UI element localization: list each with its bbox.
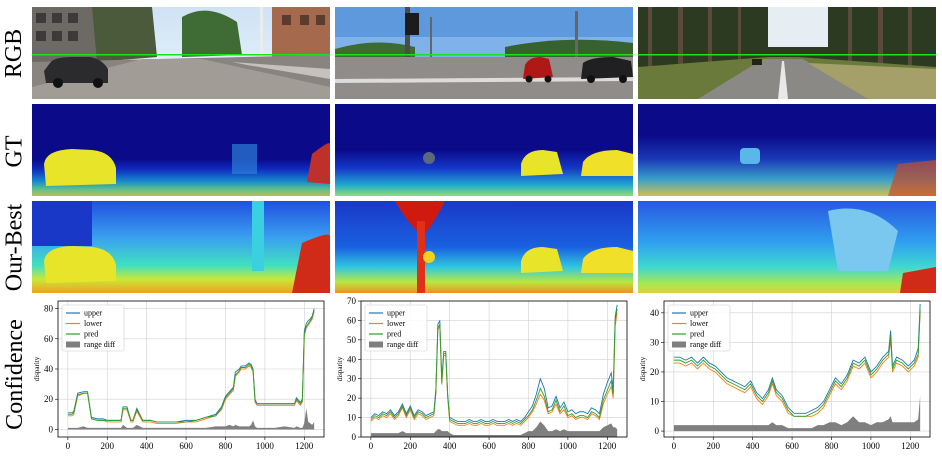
x-tick-label: 400 — [746, 441, 760, 451]
gt-depth-3 — [638, 104, 936, 196]
y-tick-label: 40 — [44, 364, 54, 374]
y-tick-label: 20 — [347, 393, 357, 403]
plot-frame — [360, 300, 628, 438]
x-tick-label: 1000 — [559, 441, 578, 451]
confidence-chart-2: 0 200 400 600 800 1000 1200 0 10 20 30 40 50 60 70 disp… — [335, 296, 633, 455]
series-pred-line — [673, 309, 921, 417]
series-pred-line — [370, 308, 618, 424]
confidence-chart-3: 0 200 400 600 800 1000 1200 0 10 20 30 40 disparity u… — [638, 297, 936, 455]
series-range-diff-area — [370, 421, 618, 437]
y-tick-label: 30 — [347, 374, 357, 384]
gt-depth-1 — [32, 104, 330, 196]
x-tick-label: 800 — [219, 441, 233, 451]
x-tick-label: 600 — [179, 441, 193, 451]
y-tick-label: 60 — [44, 334, 54, 344]
x-tick-label: 1200 — [901, 441, 920, 451]
legend-label-upper: upper — [387, 309, 406, 318]
legend-label-upper: upper — [84, 309, 103, 318]
x-tick-label: 800 — [522, 441, 536, 451]
y-tick-label: 10 — [650, 397, 660, 407]
x-tick-label: 1000 — [256, 441, 275, 451]
x-tick-label: 0 — [66, 441, 71, 451]
y-tick-label: 40 — [650, 308, 660, 318]
y-tick-label: 60 — [347, 315, 357, 325]
legend-swatch-range-diff — [66, 341, 80, 348]
y-axis-label: disparity — [336, 356, 344, 381]
row-label-gt: GT — [1, 135, 28, 167]
legend-swatch-range-diff — [672, 341, 686, 348]
series-upper-line — [673, 303, 921, 414]
y-tick-label: 20 — [650, 367, 660, 377]
plot-frame — [663, 300, 931, 438]
legend-box — [667, 304, 731, 352]
legend-label-lower: lower — [387, 319, 406, 328]
legend-label-pred: pred — [387, 330, 401, 339]
x-tick-label: 1200 — [598, 441, 617, 451]
x-tick-label: 200 — [101, 441, 115, 451]
x-tick-label: 200 — [404, 441, 418, 451]
series-lower-line — [370, 312, 618, 426]
y-tick-label: 0 — [655, 426, 660, 436]
y-tick-label: 0 — [352, 432, 357, 442]
legend-label-range-diff: range diff — [387, 340, 419, 349]
series-range-diff-area — [67, 408, 315, 430]
x-tick-label: 600 — [785, 441, 799, 451]
x-tick-label: 0 — [672, 441, 677, 451]
pred-depth-3 — [638, 201, 936, 293]
legend-label-lower: lower — [84, 319, 103, 328]
series-range-diff-area — [673, 395, 921, 432]
y-axis-label: disparity — [639, 356, 647, 381]
y-tick-label: 80 — [44, 304, 54, 314]
x-tick-label: 400 — [443, 441, 457, 451]
series-pred-line — [67, 309, 315, 423]
legend-box — [364, 304, 428, 352]
gt-depth-2 — [335, 104, 633, 196]
series-upper-line — [370, 304, 618, 423]
x-tick-label: 200 — [707, 441, 721, 451]
x-tick-label: 0 — [369, 441, 374, 451]
rgb-image-1 — [32, 7, 330, 99]
y-tick-label: 30 — [650, 337, 660, 347]
confidence-chart-1: 0 200 400 600 800 1000 1200 0 20 40 60 80 disparity u… — [32, 297, 330, 455]
y-tick-label: 10 — [347, 413, 357, 423]
legend-label-pred: pred — [84, 330, 98, 339]
y-tick-label: 0 — [49, 424, 54, 434]
row-label-our-best: Our-Best — [1, 203, 28, 291]
row-label-rgb: RGB — [1, 28, 28, 78]
legend-label-upper: upper — [690, 309, 709, 318]
legend-label-range-diff: range diff — [690, 340, 722, 349]
x-tick-label: 600 — [482, 441, 496, 451]
rgb-image-3 — [638, 7, 936, 99]
y-tick-label: 40 — [347, 354, 357, 364]
x-tick-label: 1000 — [862, 441, 881, 451]
y-tick-label: 20 — [44, 394, 54, 404]
row-label-confidence: Confidence — [1, 318, 28, 430]
pred-depth-2 — [335, 201, 633, 293]
y-tick-label: 70 — [347, 296, 357, 306]
x-tick-label: 800 — [825, 441, 839, 451]
legend-label-range-diff: range diff — [84, 340, 116, 349]
rgb-image-2 — [335, 7, 633, 99]
x-tick-label: 1200 — [295, 441, 314, 451]
pred-depth-1 — [32, 201, 330, 293]
legend-swatch-range-diff — [369, 341, 383, 348]
y-tick-label: 50 — [347, 335, 357, 345]
legend-label-pred: pred — [690, 330, 704, 339]
legend-box — [61, 304, 125, 352]
y-axis-label: disparity — [33, 356, 41, 381]
x-tick-label: 400 — [140, 441, 154, 451]
legend-label-lower: lower — [690, 319, 709, 328]
